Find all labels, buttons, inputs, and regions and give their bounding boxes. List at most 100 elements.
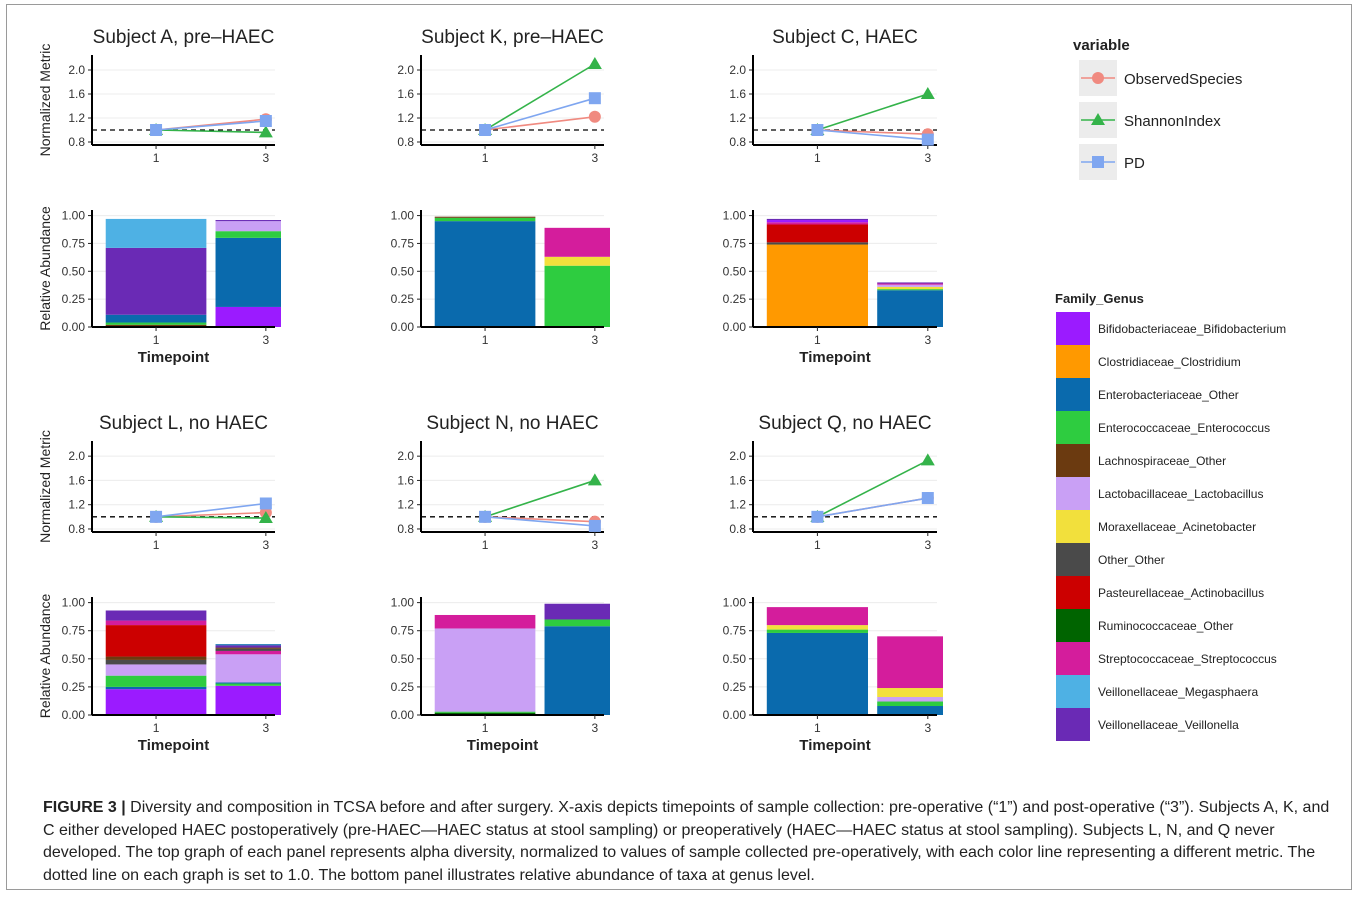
panel-2-point-PD	[811, 124, 824, 136]
panel-0-point-PD	[259, 115, 272, 127]
panel-1-point-PD	[479, 124, 492, 136]
panel-7-point-ShannonIndex	[587, 473, 602, 486]
taxa-legend-label-Pasteurellaceae_Actinobacillus: Pasteurellaceae_Actinobacillus	[1098, 586, 1264, 600]
panel-9-ytick-label: 0.00	[62, 708, 86, 722]
panel-1-series-line-ObservedSpecies	[484, 116, 595, 131]
panel-1-series-line-PD	[484, 97, 596, 131]
panel-10-bar-3-Enterobacteriaceae_Other	[544, 626, 610, 715]
panel-0-ylabel: Normalized Metric	[37, 44, 53, 157]
taxa-legend-swatch-Pasteurellaceae_Actinobacillus	[1056, 576, 1090, 609]
panel-4-ytick-label: 0.00	[391, 320, 415, 334]
taxa-legend-label-Moraxellaceae_Acinetobacter: Moraxellaceae_Acinetobacter	[1098, 520, 1256, 534]
panel-6-ytick-label: 1.2	[68, 498, 85, 512]
taxa-legend-label-Veillonellaceae_Veillonella: Veillonellaceae_Veillonella	[1098, 718, 1239, 732]
panel-3-bar-3-Bifidobacteriaceae_Bifidobacterium	[215, 306, 281, 327]
panel-10-ytick-label: 0.00	[391, 708, 415, 722]
panel-3-xlabel: Timepoint	[138, 349, 209, 366]
panel-11-bar-1-Streptococcaceae_Streptococcus	[766, 607, 868, 626]
panel-8-point-PD	[921, 492, 934, 505]
metric-legend-key-marker-ShannonIndex	[1091, 113, 1105, 125]
metric-legend-title: variable	[1073, 37, 1130, 54]
panel-9-bar-1-Enterococcaceae_Enterococcus	[105, 675, 207, 687]
metric-legend-label-PD: PD	[1124, 155, 1145, 172]
panel-7-point-PD	[588, 519, 601, 532]
panel-10-xtick-label: 1	[482, 721, 489, 735]
panel-0-point-PD	[150, 124, 163, 136]
taxa-legend-swatch-Bifidobacteriaceae_Bifidobacterium	[1056, 312, 1090, 345]
panel-3-bar-3-Enterococcaceae_Enterococcus	[215, 231, 281, 238]
panel-2-ytick-label: 0.8	[729, 135, 746, 149]
taxa-legend-label-Veillonellaceae_Megasphaera: Veillonellaceae_Megasphaera	[1098, 685, 1258, 699]
panel-9-bar-3-Veillonellaceae_Veillonella	[215, 645, 281, 648]
panel-1-point-ObservedSpecies	[588, 110, 601, 123]
figure-caption: FIGURE 3 | Diversity and composition in …	[43, 797, 1333, 887]
panel-11-bar-3-Moraxellaceae_Acinetobacter	[877, 688, 943, 698]
panel-9-bar-3-Enterococcaceae_Enterococcus	[215, 683, 281, 686]
panel-10-xtick-label: 3	[592, 721, 599, 735]
panel-7-title: Subject N, no HAEC	[426, 413, 598, 434]
taxa-legend-swatch-Veillonellaceae_Megasphaera	[1056, 675, 1090, 708]
panel-5-xtick-label: 3	[924, 333, 931, 347]
panel-6-point-ShannonIndex	[258, 511, 273, 524]
panel-7-xtick-label: 3	[592, 538, 599, 552]
panel-5-bar-3-Enterobacteriaceae_Other	[877, 290, 943, 327]
panel-4-ytick-label: 0.50	[391, 264, 415, 278]
panel-3-bar-1-Lachnospiraceae_Other	[105, 324, 207, 327]
panel-3-bar-1-Enterococcaceae_Enterococcus	[105, 322, 207, 325]
panel-9-bar-1-Lactobacillaceae_Lactobacillus	[105, 664, 207, 676]
panel-11-ytick-label: 0.00	[723, 708, 747, 722]
panel-8-point-ShannonIndex	[920, 453, 935, 466]
panel-4-bar-3-Moraxellaceae_Acinetobacter	[544, 256, 610, 266]
panel-1-xtick-label: 3	[592, 151, 599, 165]
panel-9-bar-1-Streptococcaceae_Streptococcus	[105, 620, 207, 626]
panel-6-title: Subject L, no HAEC	[99, 413, 268, 434]
panel-5-ytick-label: 0.00	[723, 320, 747, 334]
panel-4-bar-1-Lachnospiraceae_Other	[434, 216, 536, 218]
panel-4-bar-1-Enterococcaceae_Enterococcus	[434, 217, 536, 222]
panel-4-xtick-label: 1	[482, 333, 489, 347]
panel-7-point-PD	[479, 510, 492, 523]
panel-5-bar-1-Pasteurellaceae_Actinobacillus	[766, 224, 868, 243]
panel-3-xtick-label: 1	[153, 333, 160, 347]
taxa-legend-swatch-Enterobacteriaceae_Other	[1056, 378, 1090, 411]
panel-9-bar-3-Other_Other	[215, 648, 281, 651]
panel-11-bar-3-Lactobacillaceae_Lactobacillus	[877, 697, 943, 702]
taxa-legend-swatch-Moraxellaceae_Acinetobacter	[1056, 510, 1090, 543]
panel-8-point-PD	[811, 510, 824, 523]
panel-5-bar-3-Streptococcaceae_Streptococcus	[877, 283, 943, 285]
panel-9-bar-1-Other_Other	[105, 659, 207, 665]
panel-6-point-PD	[259, 497, 272, 510]
panel-11-bar-1-Moraxellaceae_Acinetobacter	[766, 625, 868, 630]
panel-7-ytick-label: 1.2	[397, 498, 414, 512]
figure-canvas: 0.8 1.2 1.6 2.0 1 3 Subject A, pre–HAEC Normali…	[37, 27, 1286, 754]
panel-8-series-line-PD	[817, 497, 928, 518]
panel-11-ytick-label: 0.25	[723, 680, 747, 694]
panel-9-bar-3-Lachnospiraceae_Other	[215, 647, 281, 649]
panel-4-bar-3-Streptococcaceae_Streptococcus	[544, 227, 610, 257]
panel-11-ytick-label: 0.50	[723, 652, 747, 666]
panel-0-ytick-label: 1.6	[68, 87, 85, 101]
panel-2-xtick-label: 1	[814, 151, 821, 165]
panel-9-bar-3-Enterobacteriaceae_Other	[215, 682, 281, 684]
panel-10-bar-1-Enterococcaceae_Enterococcus	[434, 711, 536, 713]
panel-6-series-line-ShannonIndex	[156, 516, 266, 519]
panel-3-ylabel: Relative Abundance	[37, 206, 53, 331]
panel-2-ytick-label: 1.6	[729, 87, 746, 101]
panel-2-title: Subject C, HAEC	[772, 27, 918, 48]
panel-0-xtick-label: 1	[153, 151, 160, 165]
panel-10-bar-3-Veillonellaceae_Veillonella	[544, 603, 610, 620]
panel-0-ytick-label: 2.0	[68, 63, 85, 77]
panel-10-bar-1-Streptococcaceae_Streptococcus	[434, 614, 536, 629]
panel-5-ytick-label: 0.75	[723, 236, 747, 250]
panel-5-ytick-label: 0.50	[723, 264, 747, 278]
panel-2-point-PD	[921, 133, 934, 146]
panel-6-ylabel: Normalized Metric	[37, 430, 53, 543]
panel-8-ytick-label: 2.0	[729, 449, 746, 463]
panel-5-bar-1-Other_Other	[766, 242, 868, 245]
panel-9-bar-3-Bifidobacteriaceae_Bifidobacterium	[215, 685, 281, 715]
panel-7-series-line-PD	[484, 516, 595, 527]
panel-1-xtick-label: 1	[482, 151, 489, 165]
panel-1-ytick-label: 0.8	[397, 135, 414, 149]
panel-7-series-line-ShannonIndex	[484, 479, 596, 518]
panel-5-bar-1-Bifidobacteriaceae_Bifidobacterium	[766, 220, 868, 223]
